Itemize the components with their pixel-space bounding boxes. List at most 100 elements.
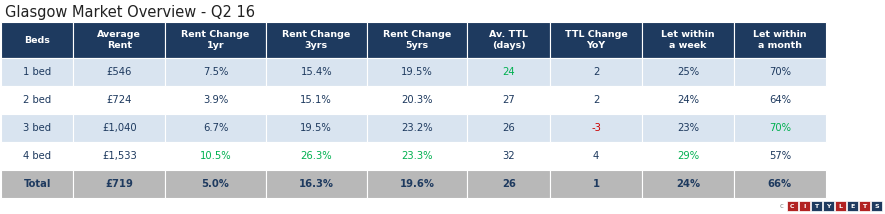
Bar bbox=[550, 114, 642, 142]
Text: 26.3%: 26.3% bbox=[300, 151, 332, 161]
Text: 4: 4 bbox=[593, 151, 599, 161]
Bar bbox=[1, 114, 73, 142]
Bar bbox=[467, 86, 550, 114]
Bar bbox=[266, 170, 366, 198]
Text: 3 bed: 3 bed bbox=[23, 123, 51, 133]
Bar bbox=[799, 201, 810, 211]
Text: E: E bbox=[850, 204, 855, 208]
Bar bbox=[366, 142, 467, 170]
Text: 23%: 23% bbox=[677, 123, 699, 133]
Bar bbox=[550, 58, 642, 86]
Text: £1,533: £1,533 bbox=[102, 151, 136, 161]
Bar bbox=[73, 58, 165, 86]
Text: 7.5%: 7.5% bbox=[203, 67, 228, 77]
Text: 64%: 64% bbox=[769, 95, 791, 105]
Bar bbox=[467, 170, 550, 198]
Bar bbox=[734, 142, 826, 170]
Bar bbox=[366, 22, 467, 58]
Text: T: T bbox=[863, 204, 866, 208]
Text: 2 bed: 2 bed bbox=[23, 95, 51, 105]
Text: TTL Change
YoY: TTL Change YoY bbox=[565, 30, 627, 50]
Text: Total: Total bbox=[24, 179, 51, 189]
Text: 16.3%: 16.3% bbox=[299, 179, 334, 189]
Text: 23.3%: 23.3% bbox=[401, 151, 433, 161]
Text: 29%: 29% bbox=[677, 151, 699, 161]
Text: 32: 32 bbox=[503, 151, 515, 161]
Text: 24%: 24% bbox=[676, 179, 700, 189]
Text: 2: 2 bbox=[593, 95, 599, 105]
Bar bbox=[642, 22, 734, 58]
Bar bbox=[734, 114, 826, 142]
Text: Let within
a week: Let within a week bbox=[661, 30, 715, 50]
Bar bbox=[73, 170, 165, 198]
Text: 70%: 70% bbox=[769, 67, 791, 77]
Text: -3: -3 bbox=[591, 123, 601, 133]
Text: 19.5%: 19.5% bbox=[401, 67, 433, 77]
Text: 25%: 25% bbox=[677, 67, 699, 77]
Bar bbox=[642, 142, 734, 170]
Bar bbox=[73, 22, 165, 58]
Bar bbox=[550, 142, 642, 170]
Bar bbox=[73, 86, 165, 114]
Text: Average
Rent: Average Rent bbox=[97, 30, 142, 50]
Text: £724: £724 bbox=[106, 95, 132, 105]
Text: 27: 27 bbox=[503, 95, 515, 105]
Text: 2: 2 bbox=[593, 67, 599, 77]
Text: £1,040: £1,040 bbox=[102, 123, 136, 133]
Text: 15.1%: 15.1% bbox=[300, 95, 332, 105]
Bar bbox=[165, 86, 266, 114]
Bar bbox=[165, 142, 266, 170]
Text: 15.4%: 15.4% bbox=[300, 67, 332, 77]
Text: Av. TTL
(days): Av. TTL (days) bbox=[489, 30, 528, 50]
Text: Beds: Beds bbox=[24, 36, 50, 45]
Bar bbox=[165, 22, 266, 58]
Text: 3.9%: 3.9% bbox=[203, 95, 228, 105]
Text: 24%: 24% bbox=[677, 95, 699, 105]
Text: L: L bbox=[838, 204, 843, 208]
Bar bbox=[366, 170, 467, 198]
Text: C: C bbox=[790, 204, 795, 208]
Bar bbox=[467, 142, 550, 170]
Bar bbox=[165, 170, 266, 198]
Text: 24: 24 bbox=[503, 67, 515, 77]
Text: £546: £546 bbox=[106, 67, 132, 77]
Bar bbox=[642, 114, 734, 142]
Text: Y: Y bbox=[827, 204, 831, 208]
Bar bbox=[1, 170, 73, 198]
Bar bbox=[266, 114, 366, 142]
Text: Rent Change
1yr: Rent Change 1yr bbox=[181, 30, 250, 50]
Bar bbox=[165, 58, 266, 86]
Bar bbox=[642, 170, 734, 198]
Bar bbox=[1, 142, 73, 170]
Bar bbox=[366, 86, 467, 114]
Bar bbox=[366, 58, 467, 86]
Text: 1 bed: 1 bed bbox=[23, 67, 51, 77]
Bar bbox=[734, 170, 826, 198]
Text: 20.3%: 20.3% bbox=[401, 95, 433, 105]
Bar bbox=[859, 201, 870, 211]
Bar bbox=[734, 22, 826, 58]
Bar bbox=[165, 114, 266, 142]
Bar bbox=[811, 201, 822, 211]
Text: 10.5%: 10.5% bbox=[200, 151, 231, 161]
Text: 1: 1 bbox=[593, 179, 600, 189]
Text: I: I bbox=[804, 204, 805, 208]
Bar bbox=[1, 86, 73, 114]
Text: 4 bed: 4 bed bbox=[23, 151, 51, 161]
Text: 23.2%: 23.2% bbox=[401, 123, 433, 133]
Bar bbox=[366, 114, 467, 142]
Text: Let within
a month: Let within a month bbox=[753, 30, 806, 50]
Bar bbox=[73, 114, 165, 142]
Bar bbox=[550, 22, 642, 58]
Bar bbox=[266, 142, 366, 170]
Text: 66%: 66% bbox=[768, 179, 792, 189]
Bar bbox=[1, 22, 73, 58]
Text: £719: £719 bbox=[105, 179, 134, 189]
Bar bbox=[642, 86, 734, 114]
Text: 26: 26 bbox=[502, 179, 516, 189]
Text: 57%: 57% bbox=[769, 151, 791, 161]
Text: T: T bbox=[814, 204, 819, 208]
Bar bbox=[734, 58, 826, 86]
Text: Rent Change
3yrs: Rent Change 3yrs bbox=[282, 30, 350, 50]
Bar bbox=[642, 58, 734, 86]
